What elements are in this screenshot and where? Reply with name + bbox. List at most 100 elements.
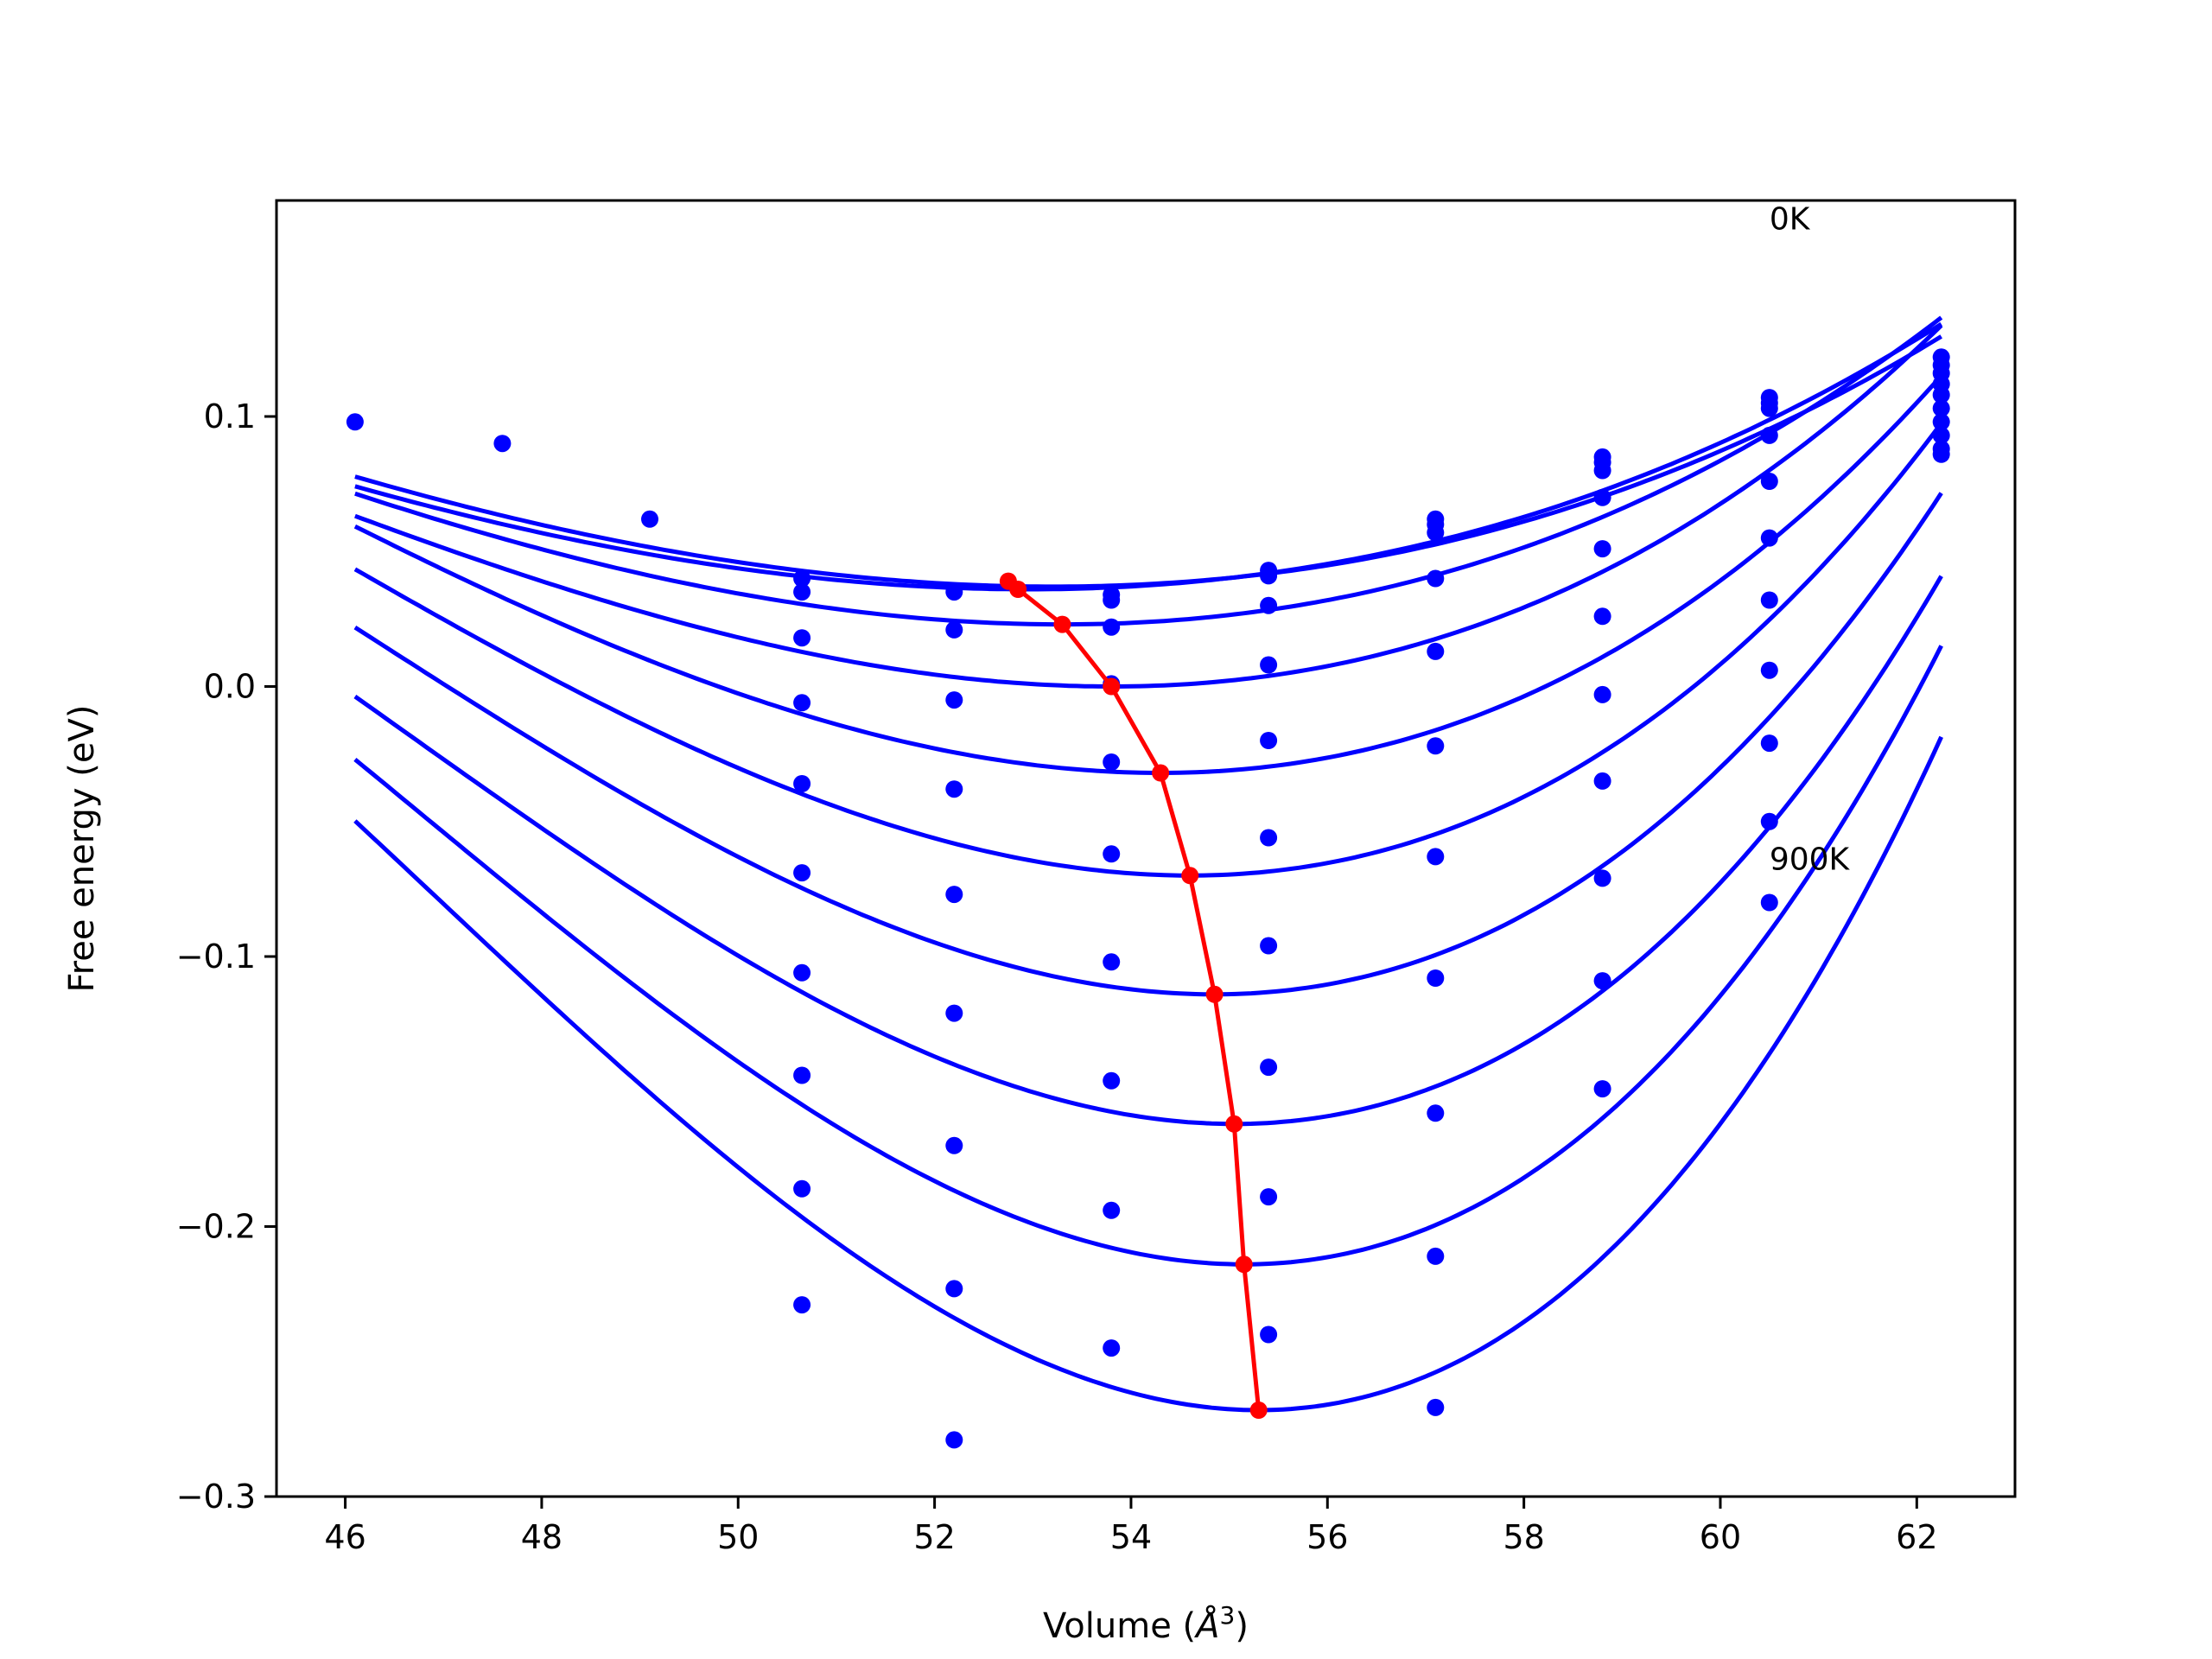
- x-tick-label: 56: [1306, 1518, 1348, 1556]
- data-point: [1760, 399, 1778, 417]
- data-point: [1103, 1339, 1121, 1357]
- data-point: [1760, 893, 1778, 912]
- data-point: [945, 1136, 963, 1154]
- data-point: [1593, 972, 1611, 990]
- data-point: [1593, 772, 1611, 790]
- data-point: [1760, 661, 1778, 679]
- minimum-point: [1225, 1115, 1243, 1133]
- x-tick-label: 50: [717, 1518, 759, 1556]
- data-point: [1103, 1071, 1121, 1090]
- minimum-point: [1205, 985, 1224, 1003]
- data-point: [793, 1296, 811, 1314]
- data-point: [1427, 1104, 1445, 1122]
- data-point: [1932, 445, 1950, 463]
- data-point: [1593, 1080, 1611, 1098]
- x-tick-label: 52: [913, 1518, 955, 1556]
- data-point: [793, 629, 811, 647]
- data-point: [793, 569, 811, 588]
- fit-curve-700k: [353, 575, 1943, 1127]
- x-axis-label-sup: 3: [1220, 1601, 1236, 1630]
- data-point: [1760, 734, 1778, 753]
- x-axis-ticks: 46 48 50 52 54 56 58 60 62: [324, 1497, 1938, 1556]
- minimum-point: [1235, 1255, 1253, 1274]
- data-point: [1260, 937, 1278, 955]
- minimum-point: [1053, 615, 1071, 633]
- y-tick-label: −0.2: [176, 1208, 256, 1246]
- data-point: [1103, 753, 1121, 771]
- data-point: [1593, 488, 1611, 506]
- minimum-point: [1249, 1402, 1268, 1419]
- x-tick-label: 62: [1896, 1518, 1937, 1556]
- data-point: [1427, 524, 1445, 542]
- data-point: [1427, 569, 1445, 588]
- data-point: [1593, 540, 1611, 558]
- fit-curve-600k: [353, 492, 1943, 997]
- data-point: [945, 1280, 963, 1298]
- y-tick-label: −0.1: [176, 938, 256, 976]
- data-point: [793, 775, 811, 792]
- data-point: [945, 1004, 963, 1022]
- y-tick-label: 0.0: [204, 668, 256, 706]
- data-point: [793, 963, 811, 982]
- data-point: [1760, 529, 1778, 547]
- x-tick-label: 58: [1503, 1518, 1544, 1556]
- data-point: [1260, 1325, 1278, 1344]
- fit-curve-200k: [354, 315, 1943, 627]
- fit-curve-800k: [353, 645, 1943, 1267]
- x-axis-label: Volume (Å3): [1043, 1601, 1249, 1647]
- data-point: [1427, 1398, 1445, 1416]
- data-point: [1427, 969, 1445, 987]
- x-tick-label: 46: [324, 1518, 365, 1556]
- fit-curve-400k: [353, 374, 1943, 775]
- minima-curve-group: [999, 572, 1268, 1419]
- x-tick-label: 60: [1700, 1518, 1741, 1556]
- data-point: [493, 435, 512, 453]
- annotations: 0K 900K: [1770, 202, 1851, 878]
- data-point: [1932, 413, 1950, 431]
- x-axis-label-suffix: ): [1235, 1606, 1249, 1646]
- data-point: [1427, 1247, 1445, 1265]
- data-point: [945, 780, 963, 798]
- fit-curve-900k: [353, 735, 1943, 1413]
- fit-curve-100k: [354, 321, 1943, 592]
- data-point: [1260, 829, 1278, 847]
- data-point: [945, 886, 963, 904]
- fit-curves: [353, 315, 1943, 1413]
- y-axis-label: Free energy (eV): [62, 705, 102, 993]
- data-point: [1932, 426, 1950, 444]
- plot-area-frame: [275, 199, 2017, 1498]
- data-point: [1593, 461, 1611, 480]
- annotation-0k: 0K: [1770, 202, 1811, 238]
- data-point: [1427, 642, 1445, 660]
- minimum-point: [1103, 677, 1121, 696]
- data-point: [1593, 607, 1611, 626]
- data-point: [793, 694, 811, 712]
- data-point: [793, 1066, 811, 1084]
- data-point: [1260, 732, 1278, 749]
- data-point: [1760, 473, 1778, 490]
- data-point: [1427, 848, 1445, 866]
- data-points: [346, 348, 1950, 1449]
- data-point: [1760, 812, 1778, 830]
- data-point: [945, 620, 963, 639]
- data-point: [1260, 1058, 1278, 1077]
- data-point: [1260, 567, 1278, 585]
- minimum-point: [1009, 581, 1027, 598]
- x-tick-label: 48: [521, 1518, 563, 1556]
- data-point: [1593, 685, 1611, 703]
- data-point: [1593, 869, 1611, 887]
- data-point: [1103, 1201, 1121, 1219]
- y-axis-ticks: 0.1 0.0 −0.1 −0.2 −0.3: [176, 397, 276, 1516]
- data-point: [1103, 953, 1121, 971]
- data-point: [641, 510, 658, 528]
- fit-curve-300k: [354, 323, 1943, 689]
- minimum-point: [1181, 867, 1199, 885]
- y-tick-label: −0.3: [176, 1478, 256, 1516]
- minima-line: [1007, 579, 1262, 1411]
- data-point: [793, 1179, 811, 1198]
- y-tick-label: 0.1: [204, 397, 256, 435]
- x-axis-label-prefix: Volume (: [1043, 1606, 1196, 1646]
- data-point: [1760, 591, 1778, 609]
